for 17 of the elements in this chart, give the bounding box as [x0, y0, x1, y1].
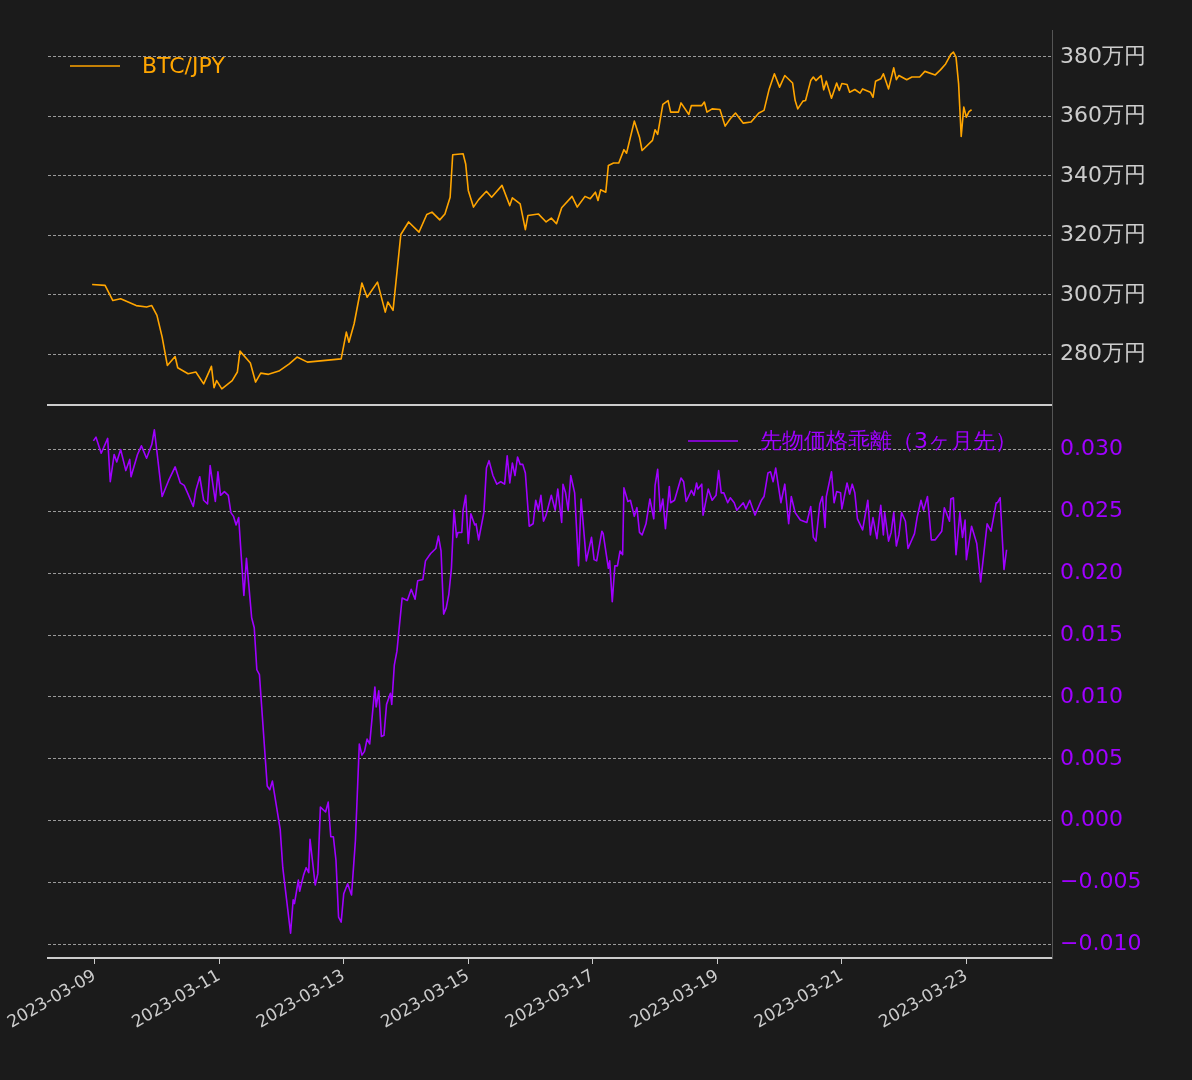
y-tick-label: 320万円 — [1060, 221, 1146, 247]
y-tick-label: 380万円 — [1060, 42, 1146, 68]
y-tick-label: 280万円 — [1060, 340, 1146, 366]
y-tick-label: 0.025 — [1060, 497, 1123, 523]
y-tick-label: −0.005 — [1060, 868, 1142, 894]
y-tick-label: 0.005 — [1060, 744, 1123, 770]
y-tick-label: 0.020 — [1060, 558, 1123, 584]
legend-label: 先物価格乖離（3ヶ月先） — [760, 427, 1017, 453]
y-tick-label: 0.015 — [1060, 620, 1123, 646]
y-tick-label: 360万円 — [1060, 102, 1146, 128]
y-tick-label: 300万円 — [1060, 280, 1146, 306]
y-tick-label: −0.010 — [1060, 930, 1142, 956]
legend-label: BTC/JPY — [142, 52, 226, 78]
y-tick-label: 340万円 — [1060, 161, 1146, 187]
y-tick-label: 0.000 — [1060, 806, 1123, 832]
y-tick-label: 0.010 — [1060, 682, 1123, 708]
y-tick-label: 0.030 — [1060, 435, 1123, 461]
